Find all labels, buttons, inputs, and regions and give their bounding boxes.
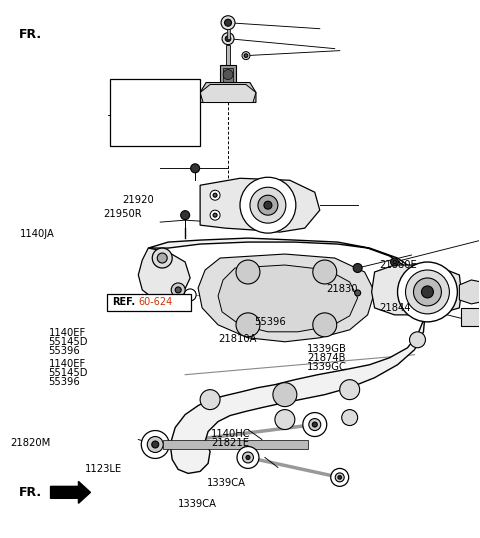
Text: 21821E: 21821E [211, 438, 249, 448]
Polygon shape [459, 280, 480, 304]
Circle shape [391, 258, 398, 266]
Circle shape [225, 36, 231, 41]
Circle shape [244, 54, 248, 58]
Text: 60-624: 60-624 [138, 297, 172, 307]
Polygon shape [372, 265, 461, 315]
Text: 55145D: 55145D [48, 368, 88, 378]
Circle shape [200, 390, 220, 409]
Circle shape [338, 476, 341, 479]
Polygon shape [200, 82, 256, 102]
Text: FR.: FR. [19, 27, 42, 40]
Circle shape [242, 52, 250, 60]
Text: 1140JA: 1140JA [20, 229, 55, 239]
Circle shape [237, 447, 259, 469]
Text: 1339GB: 1339GB [307, 344, 347, 355]
Bar [461, 308, 480, 326]
Bar [110, 79, 200, 146]
Circle shape [342, 409, 358, 426]
Bar [227, 29, 229, 39]
Circle shape [152, 248, 172, 268]
Circle shape [413, 278, 442, 306]
Text: 21920: 21920 [123, 195, 155, 206]
FancyBboxPatch shape [108, 294, 191, 311]
Bar [223, 68, 233, 82]
Text: 1140HC: 1140HC [211, 429, 251, 439]
Circle shape [141, 430, 169, 458]
Circle shape [222, 33, 234, 45]
Polygon shape [218, 265, 358, 332]
Polygon shape [198, 254, 374, 342]
Circle shape [242, 452, 253, 463]
Circle shape [240, 177, 296, 233]
Circle shape [421, 286, 433, 298]
Text: 1140EF: 1140EF [48, 359, 86, 370]
Text: 55145D: 55145D [48, 337, 88, 347]
Circle shape [213, 213, 217, 217]
Circle shape [184, 289, 196, 301]
Text: 21844: 21844 [379, 302, 410, 313]
Circle shape [171, 283, 185, 297]
Circle shape [236, 260, 260, 284]
Circle shape [312, 422, 317, 427]
Circle shape [225, 19, 231, 26]
Circle shape [157, 253, 167, 263]
Polygon shape [200, 84, 256, 102]
Circle shape [406, 270, 449, 314]
Text: 1140EF: 1140EF [48, 328, 86, 338]
Circle shape [258, 195, 278, 215]
Text: 21810A: 21810A [218, 334, 257, 344]
Text: 21880E: 21880E [379, 260, 417, 270]
Circle shape [213, 193, 217, 197]
Text: 21820M: 21820M [10, 438, 50, 448]
Circle shape [147, 436, 163, 452]
Text: 1339CA: 1339CA [178, 499, 217, 509]
Circle shape [331, 469, 348, 486]
Circle shape [236, 313, 260, 337]
Bar [163, 440, 308, 449]
Circle shape [313, 313, 336, 337]
Text: 21950R: 21950R [104, 209, 142, 220]
Circle shape [275, 409, 295, 429]
Text: FR.: FR. [19, 486, 42, 499]
Polygon shape [138, 248, 190, 302]
Circle shape [353, 264, 362, 272]
Polygon shape [50, 482, 90, 504]
Text: 55396: 55396 [254, 316, 286, 327]
Circle shape [303, 413, 327, 436]
Circle shape [221, 16, 235, 30]
Circle shape [210, 190, 220, 200]
Text: 1339CA: 1339CA [206, 478, 245, 487]
Circle shape [340, 380, 360, 400]
Text: 21874B: 21874B [307, 353, 346, 363]
Text: 55396: 55396 [48, 345, 80, 356]
Circle shape [355, 290, 360, 296]
Circle shape [309, 419, 321, 430]
Circle shape [409, 264, 425, 280]
Circle shape [409, 332, 425, 348]
Circle shape [152, 441, 159, 448]
Circle shape [223, 69, 233, 80]
Circle shape [175, 287, 181, 293]
Circle shape [264, 201, 272, 209]
Text: 55396: 55396 [48, 377, 80, 387]
Circle shape [191, 164, 200, 173]
Circle shape [250, 187, 286, 223]
Circle shape [335, 473, 344, 482]
Circle shape [180, 211, 190, 220]
Text: 1123LE: 1123LE [84, 464, 121, 473]
Polygon shape [148, 238, 428, 473]
Bar [226, 45, 230, 65]
Circle shape [246, 456, 250, 459]
Text: 1339GC: 1339GC [307, 362, 347, 372]
Circle shape [210, 210, 220, 220]
Circle shape [397, 262, 457, 322]
Bar [220, 65, 236, 84]
Circle shape [273, 383, 297, 407]
Text: REF.: REF. [112, 297, 135, 307]
Circle shape [313, 260, 336, 284]
Text: 21830: 21830 [326, 285, 358, 294]
Polygon shape [200, 178, 320, 232]
